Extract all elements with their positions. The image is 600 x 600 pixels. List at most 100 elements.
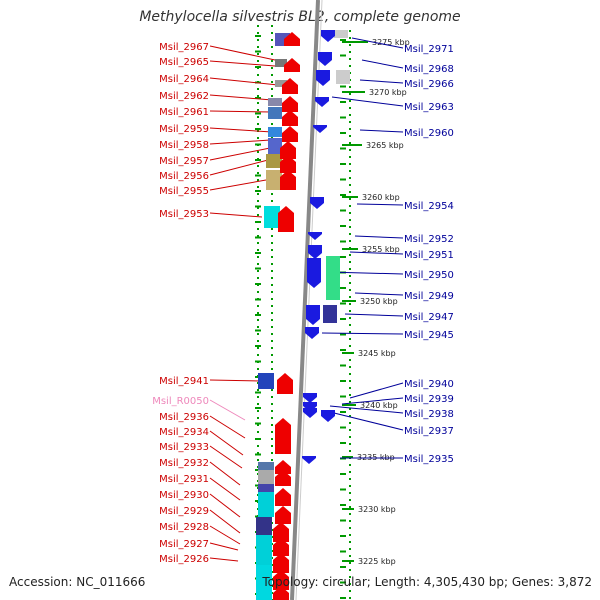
left-label-connector — [209, 477, 241, 501]
left-gene-label: Msil_2936 — [159, 412, 209, 423]
forward-gene-arrow — [275, 488, 291, 506]
gene-feature-box — [268, 138, 282, 154]
forward-gene-arrow — [273, 586, 289, 600]
forward-gene-arrow — [273, 522, 289, 542]
gene-feature-box — [258, 373, 274, 389]
reverse-gene-arrow — [302, 456, 316, 464]
gene-feature-box — [258, 470, 274, 484]
forward-gene-arrow — [273, 570, 289, 590]
left-gene-label: Msil_2965 — [159, 57, 209, 68]
forward-gene-arrow — [275, 506, 291, 524]
genome-backbone — [290, 0, 320, 600]
left-label-connector — [209, 509, 241, 534]
gene-feature-box — [268, 107, 282, 119]
right-gene-label: Msil_2950 — [404, 270, 454, 281]
ruler-kbp-label: 3245 kbp — [358, 349, 396, 358]
right-label-connector — [349, 382, 404, 399]
left-gene-label: Msil_2953 — [159, 209, 209, 220]
right-label-connector — [341, 397, 404, 405]
left-gene-label: Msil_2928 — [159, 522, 209, 533]
left-gene-label: Msil_2930 — [159, 490, 209, 501]
reverse-gene-arrow — [318, 52, 332, 66]
reverse-gene-arrow — [315, 97, 329, 107]
forward-gene-arrow — [275, 460, 291, 474]
ruler-kbp-label: 3250 kbp — [360, 297, 398, 306]
accession-text: Accession: NC_011666 — [9, 575, 146, 589]
left-label-connector — [209, 445, 243, 469]
left-label-connector — [209, 127, 273, 133]
reverse-gene-arrow — [321, 30, 335, 42]
gene-feature-box — [275, 80, 287, 87]
left-gene-label: Msil_2961 — [159, 107, 209, 118]
gene-feature-box — [266, 154, 282, 168]
right-label-connector — [359, 79, 404, 84]
forward-gene-arrow — [282, 96, 298, 112]
map-title: Methylocella silvestris BL2, complete ge… — [139, 9, 461, 25]
left-label-connector — [209, 94, 273, 101]
left-label-connector — [209, 110, 273, 113]
gene-feature-box — [256, 565, 272, 600]
reverse-gene-arrow — [310, 197, 324, 209]
left-label-connector — [209, 542, 239, 551]
reverse-gene-arrow — [321, 410, 335, 422]
left-label-connector — [209, 525, 241, 545]
right-gene-label: Msil_2960 — [404, 128, 454, 139]
right-label-connector — [344, 313, 404, 317]
forward-gene-arrow — [280, 155, 296, 173]
gene-feature-box — [268, 127, 282, 137]
forward-gene-arrow — [273, 538, 289, 556]
right-gene-label: Msil_2938 — [404, 409, 454, 420]
right-gene-label: Msil_2937 — [404, 426, 454, 437]
left-label-connector — [209, 493, 241, 518]
left-gene-label: Msil_2934 — [159, 427, 209, 438]
forward-gene-arrow — [277, 373, 293, 394]
gene-feature-box — [323, 305, 337, 323]
gene-feature-box — [336, 70, 350, 84]
right-gene-label: Msil_2966 — [404, 79, 454, 90]
left-label-connector — [209, 139, 271, 145]
gene-feature-box — [275, 59, 287, 67]
left-label-connector — [209, 430, 244, 456]
right-label-connector — [349, 251, 404, 255]
right-gene-label: Msil_2949 — [404, 291, 454, 302]
left-label-connector — [209, 60, 276, 67]
left-gene-label: Msil_2956 — [159, 171, 209, 182]
left-gene-label: Msil_2955 — [159, 186, 209, 197]
right-gene-label: Msil_2945 — [404, 330, 454, 341]
forward-gene-arrow — [280, 141, 296, 159]
forward-gene-arrow — [284, 32, 300, 46]
right-label-connector — [354, 292, 404, 296]
left-label-connector — [209, 179, 267, 191]
forward-gene-arrow — [273, 553, 289, 573]
reverse-gene-arrow — [316, 70, 330, 86]
reverse-gene-arrow — [308, 232, 322, 240]
left-label-connector — [209, 379, 261, 382]
ruler-kbp-label: 3225 kbp — [358, 557, 396, 566]
left-gene-label: Msil_R0050 — [152, 396, 209, 407]
reverse-gene-arrow — [306, 305, 320, 325]
ruler-kbp-label: 3240 kbp — [360, 401, 398, 410]
reverse-gene-arrow — [308, 245, 322, 259]
ruler-kbp-label: 3230 kbp — [358, 505, 396, 514]
forward-gene-arrow — [275, 470, 291, 486]
right-label-connector — [321, 332, 404, 335]
gene-feature-box — [268, 98, 282, 106]
left-gene-label: Msil_2931 — [159, 474, 209, 485]
right-label-connector — [351, 37, 404, 49]
genome-backbone-shadow — [295, 0, 323, 600]
right-label-connector — [354, 235, 404, 239]
reverse-gene-arrow — [305, 327, 319, 339]
right-gene-label: Msil_2971 — [404, 44, 454, 55]
left-gene-label: Msil_2932 — [159, 458, 209, 469]
left-label-connector — [209, 415, 246, 439]
ruler-kbp-label: 3270 kbp — [369, 88, 407, 97]
forward-gene-arrow — [282, 78, 298, 94]
ruler-kbp-label: 3275 kbp — [372, 38, 410, 47]
gene-feature-box — [264, 206, 280, 228]
gene-feature-box — [258, 484, 274, 492]
gene-feature-box — [258, 462, 274, 470]
forward-gene-arrow — [282, 110, 298, 126]
forward-gene-arrow — [280, 170, 296, 190]
gene-feature-box — [326, 256, 340, 300]
